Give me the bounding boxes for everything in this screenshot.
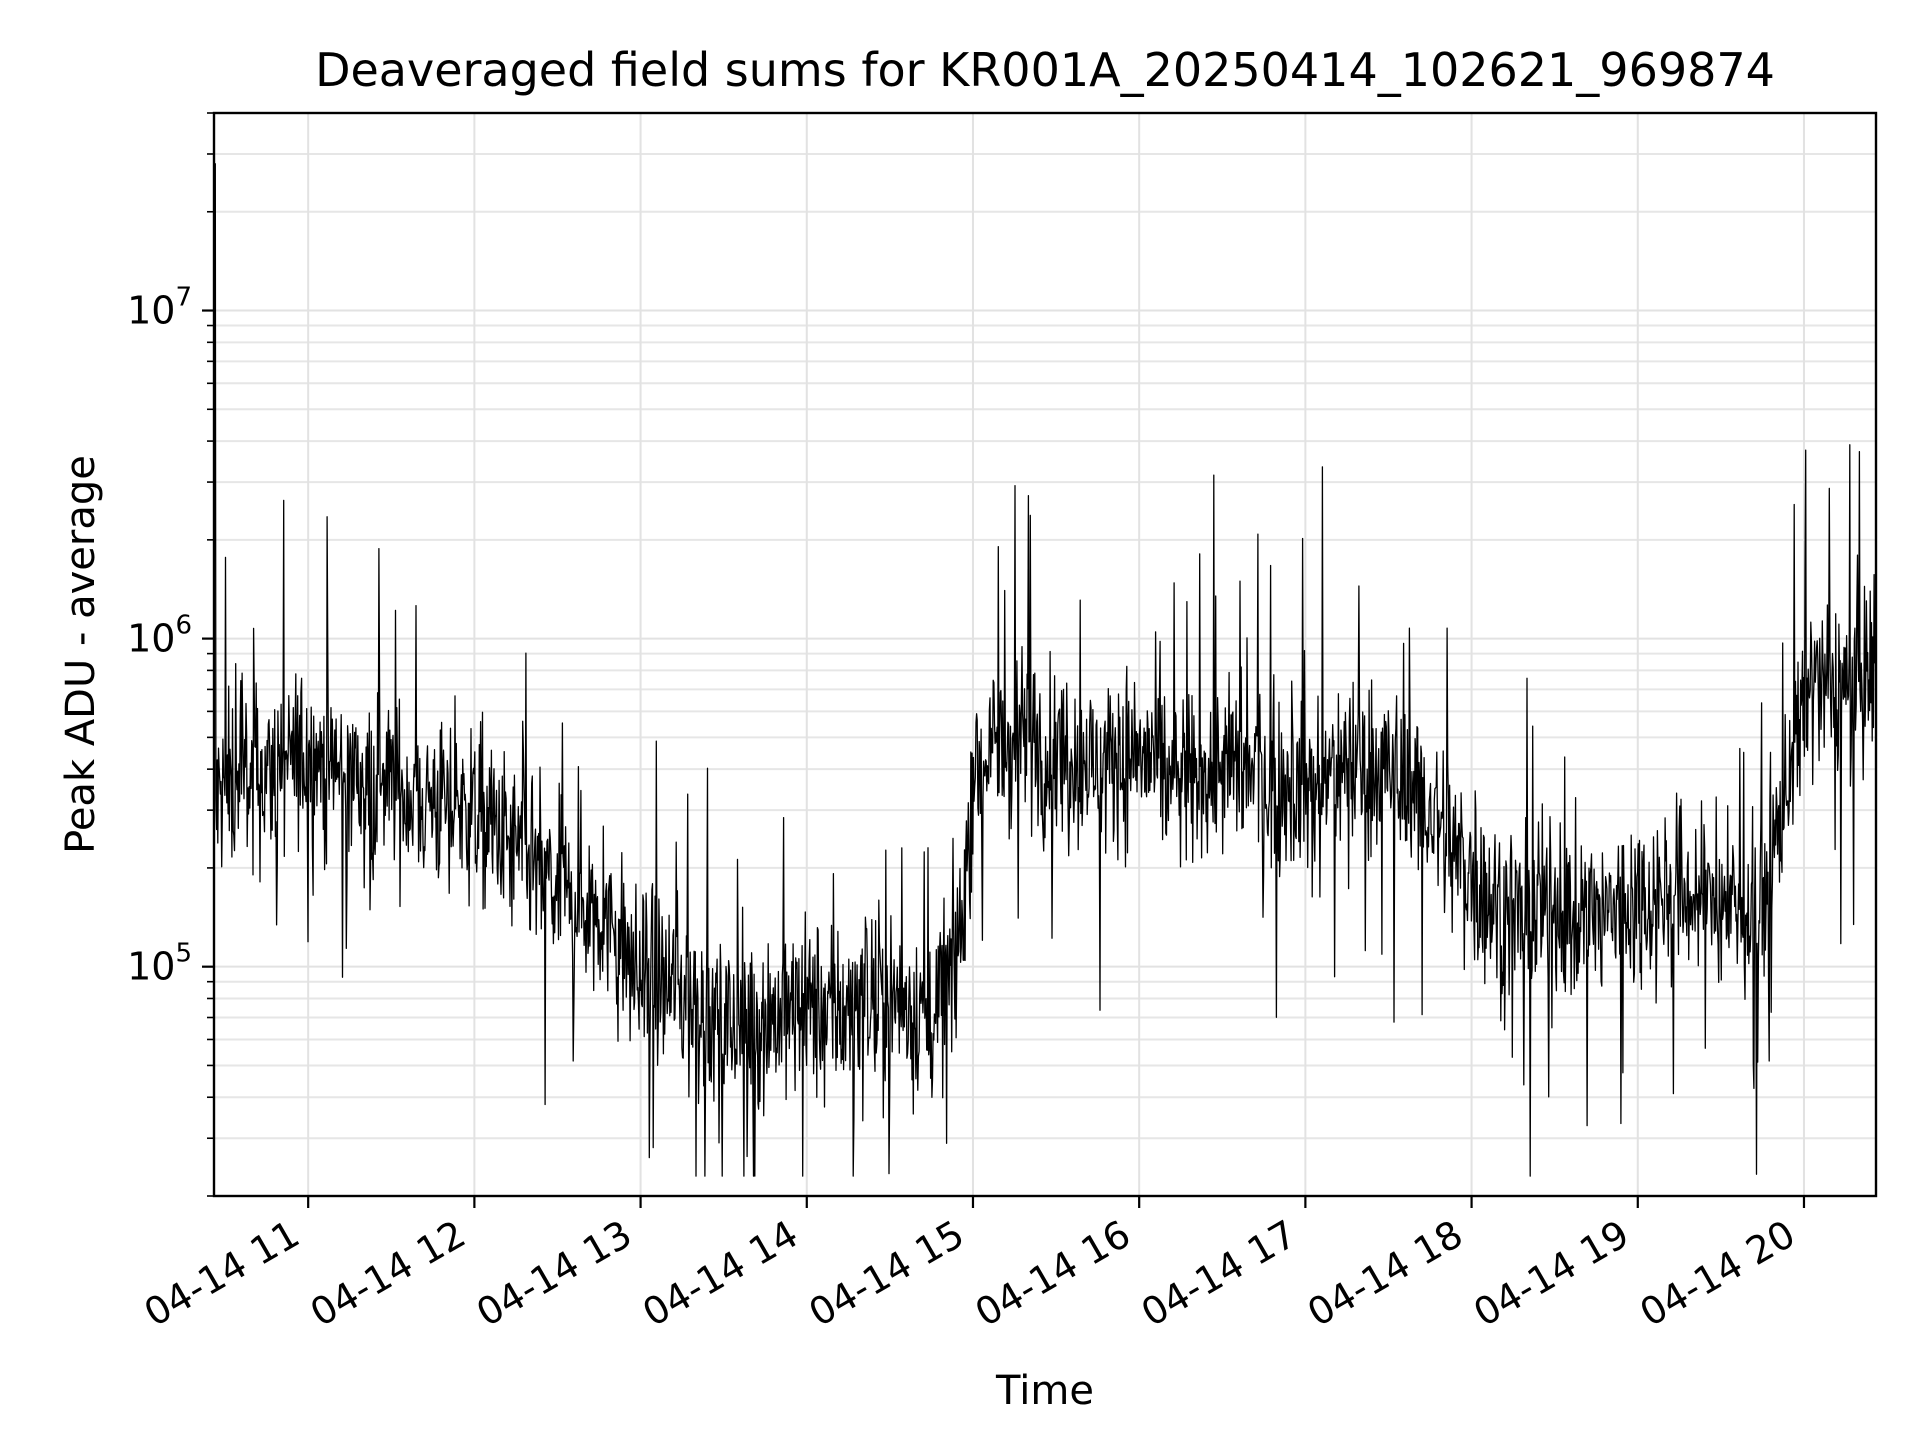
x-axis-label: Time [995, 1368, 1094, 1414]
y-tick-label: 105 [127, 939, 192, 989]
y-tick-label: 106 [127, 611, 192, 661]
y-axis-label: Peak ADU - average [58, 455, 104, 854]
chart-title: Deaveraged field sums for KR001A_2025041… [315, 43, 1775, 97]
data-series-line [213, 163, 1877, 1177]
plot-area-frame [212, 111, 1878, 1198]
data-line-layer [213, 163, 1877, 1177]
y-tick-label: 107 [127, 283, 192, 333]
